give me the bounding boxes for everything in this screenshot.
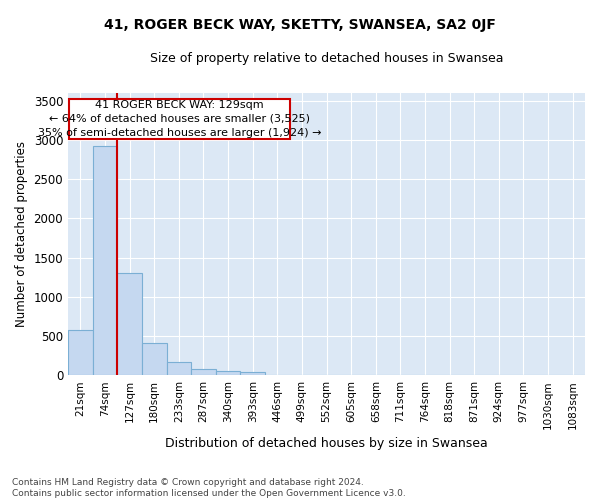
FancyBboxPatch shape — [69, 98, 290, 138]
Y-axis label: Number of detached properties: Number of detached properties — [15, 141, 28, 327]
Bar — [68, 330, 92, 375]
Bar — [167, 362, 191, 375]
X-axis label: Distribution of detached houses by size in Swansea: Distribution of detached houses by size … — [165, 437, 488, 450]
Text: 41 ROGER BECK WAY: 129sqm
← 64% of detached houses are smaller (3,525)
35% of se: 41 ROGER BECK WAY: 129sqm ← 64% of detac… — [38, 100, 321, 138]
Title: Size of property relative to detached houses in Swansea: Size of property relative to detached ho… — [150, 52, 503, 66]
Bar — [216, 371, 241, 375]
Bar — [117, 272, 142, 375]
Text: Contains HM Land Registry data © Crown copyright and database right 2024.
Contai: Contains HM Land Registry data © Crown c… — [12, 478, 406, 498]
Bar — [241, 372, 265, 375]
Text: 41, ROGER BECK WAY, SKETTY, SWANSEA, SA2 0JF: 41, ROGER BECK WAY, SKETTY, SWANSEA, SA2… — [104, 18, 496, 32]
Bar — [142, 342, 167, 375]
Bar — [92, 146, 117, 375]
Bar — [191, 370, 216, 375]
